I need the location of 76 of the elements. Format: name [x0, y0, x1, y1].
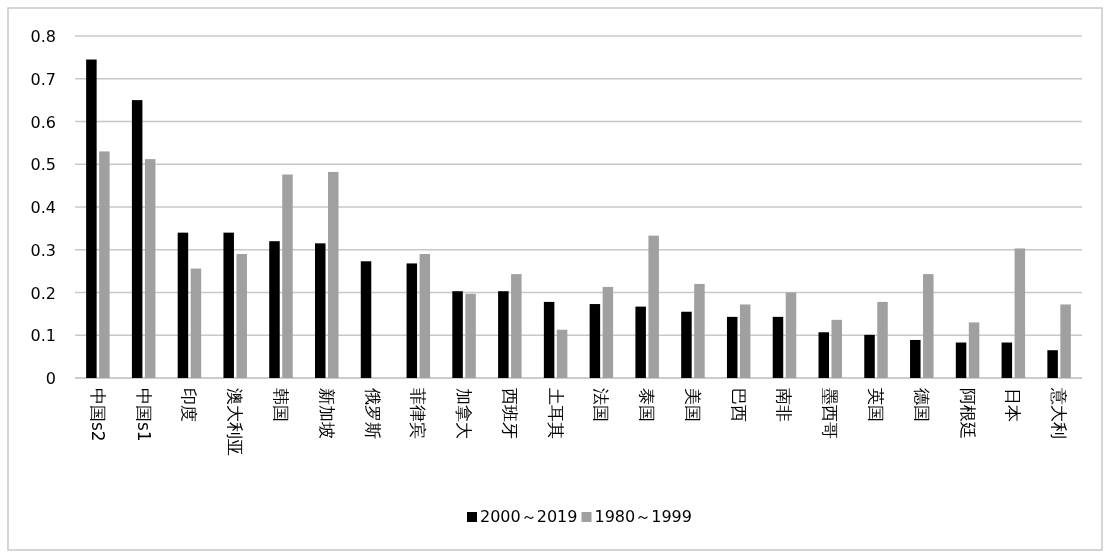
bar [86, 59, 97, 378]
bar [923, 274, 934, 378]
x-tick-label: 澳大利亚 [225, 388, 246, 456]
bar [877, 301, 888, 378]
x-tick-label: 菲律宾 [408, 388, 429, 439]
bar [739, 304, 751, 378]
bar [831, 319, 842, 378]
x-tick-label: 阿根廷 [957, 388, 978, 439]
y-tick-label: 0.1 [30, 326, 56, 346]
bar [543, 301, 555, 378]
x-tick-label: 土耳其 [545, 388, 566, 439]
bar [1014, 248, 1026, 378]
bar [910, 339, 921, 378]
x-tick-label: 意大利 [1049, 387, 1070, 439]
bar [315, 243, 326, 378]
bar [360, 261, 372, 378]
x-tick-label: 印度 [179, 388, 200, 422]
bar [511, 274, 522, 378]
legend-label: 1980～1999 [594, 507, 692, 526]
bar [648, 235, 659, 378]
bar [589, 304, 601, 378]
x-tick-label: 中国s2 [87, 388, 108, 442]
x-tick-label: 日本 [1003, 388, 1024, 422]
bar [772, 316, 784, 378]
bar [282, 174, 293, 378]
x-tick-label: 美国 [682, 388, 703, 422]
legend-label: 2000～2019 [480, 507, 578, 526]
bar [144, 159, 156, 378]
bar [177, 232, 189, 378]
bar [223, 232, 234, 378]
y-tick-label: 0.5 [30, 155, 56, 175]
bar [818, 332, 829, 378]
x-tick-label: 巴西 [728, 388, 749, 422]
bar [1060, 304, 1071, 378]
x-tick-label: 南非 [774, 388, 795, 422]
bar [726, 316, 738, 378]
bar [498, 291, 509, 378]
bar [131, 100, 143, 378]
bar [681, 311, 692, 378]
bar [328, 171, 339, 378]
x-tick-label: 中国s1 [133, 388, 154, 442]
x-tick-label: 新加坡 [316, 388, 337, 439]
y-tick-label: 0.6 [30, 112, 56, 132]
bar [635, 306, 646, 378]
x-tick-label: 泰国 [637, 388, 658, 422]
bar [1001, 342, 1013, 378]
bar [1047, 350, 1058, 378]
x-tick-label: 西班牙 [499, 388, 520, 439]
y-tick-label: 0.7 [30, 69, 56, 89]
bar [694, 283, 705, 378]
x-tick-label: 墨西哥 [820, 388, 841, 439]
bar [269, 241, 280, 378]
y-tick-label: 0.2 [30, 283, 56, 303]
bar [406, 263, 418, 378]
x-tick-label: 英国 [866, 388, 887, 422]
bar [955, 342, 967, 378]
bar [556, 329, 568, 378]
x-tick-label: 加拿大 [454, 388, 475, 439]
bar [419, 254, 431, 378]
x-tick-label: 韩国 [270, 388, 291, 422]
x-tick-label: 德国 [911, 388, 932, 422]
y-tick-label: 0.4 [30, 198, 56, 217]
bar [452, 291, 463, 378]
bar [968, 322, 980, 378]
bar [99, 151, 110, 378]
bar [785, 292, 797, 378]
bar [864, 334, 875, 378]
bar [236, 254, 247, 378]
y-tick-label: 0 [45, 369, 56, 388]
bar [190, 268, 202, 378]
x-tick-label: 俄罗斯 [362, 388, 383, 439]
bar [465, 293, 476, 378]
y-tick-label: 0.3 [30, 240, 56, 260]
y-tick-label: 0.8 [30, 27, 56, 46]
x-tick-label: 法国 [591, 388, 612, 422]
bar [602, 286, 614, 378]
